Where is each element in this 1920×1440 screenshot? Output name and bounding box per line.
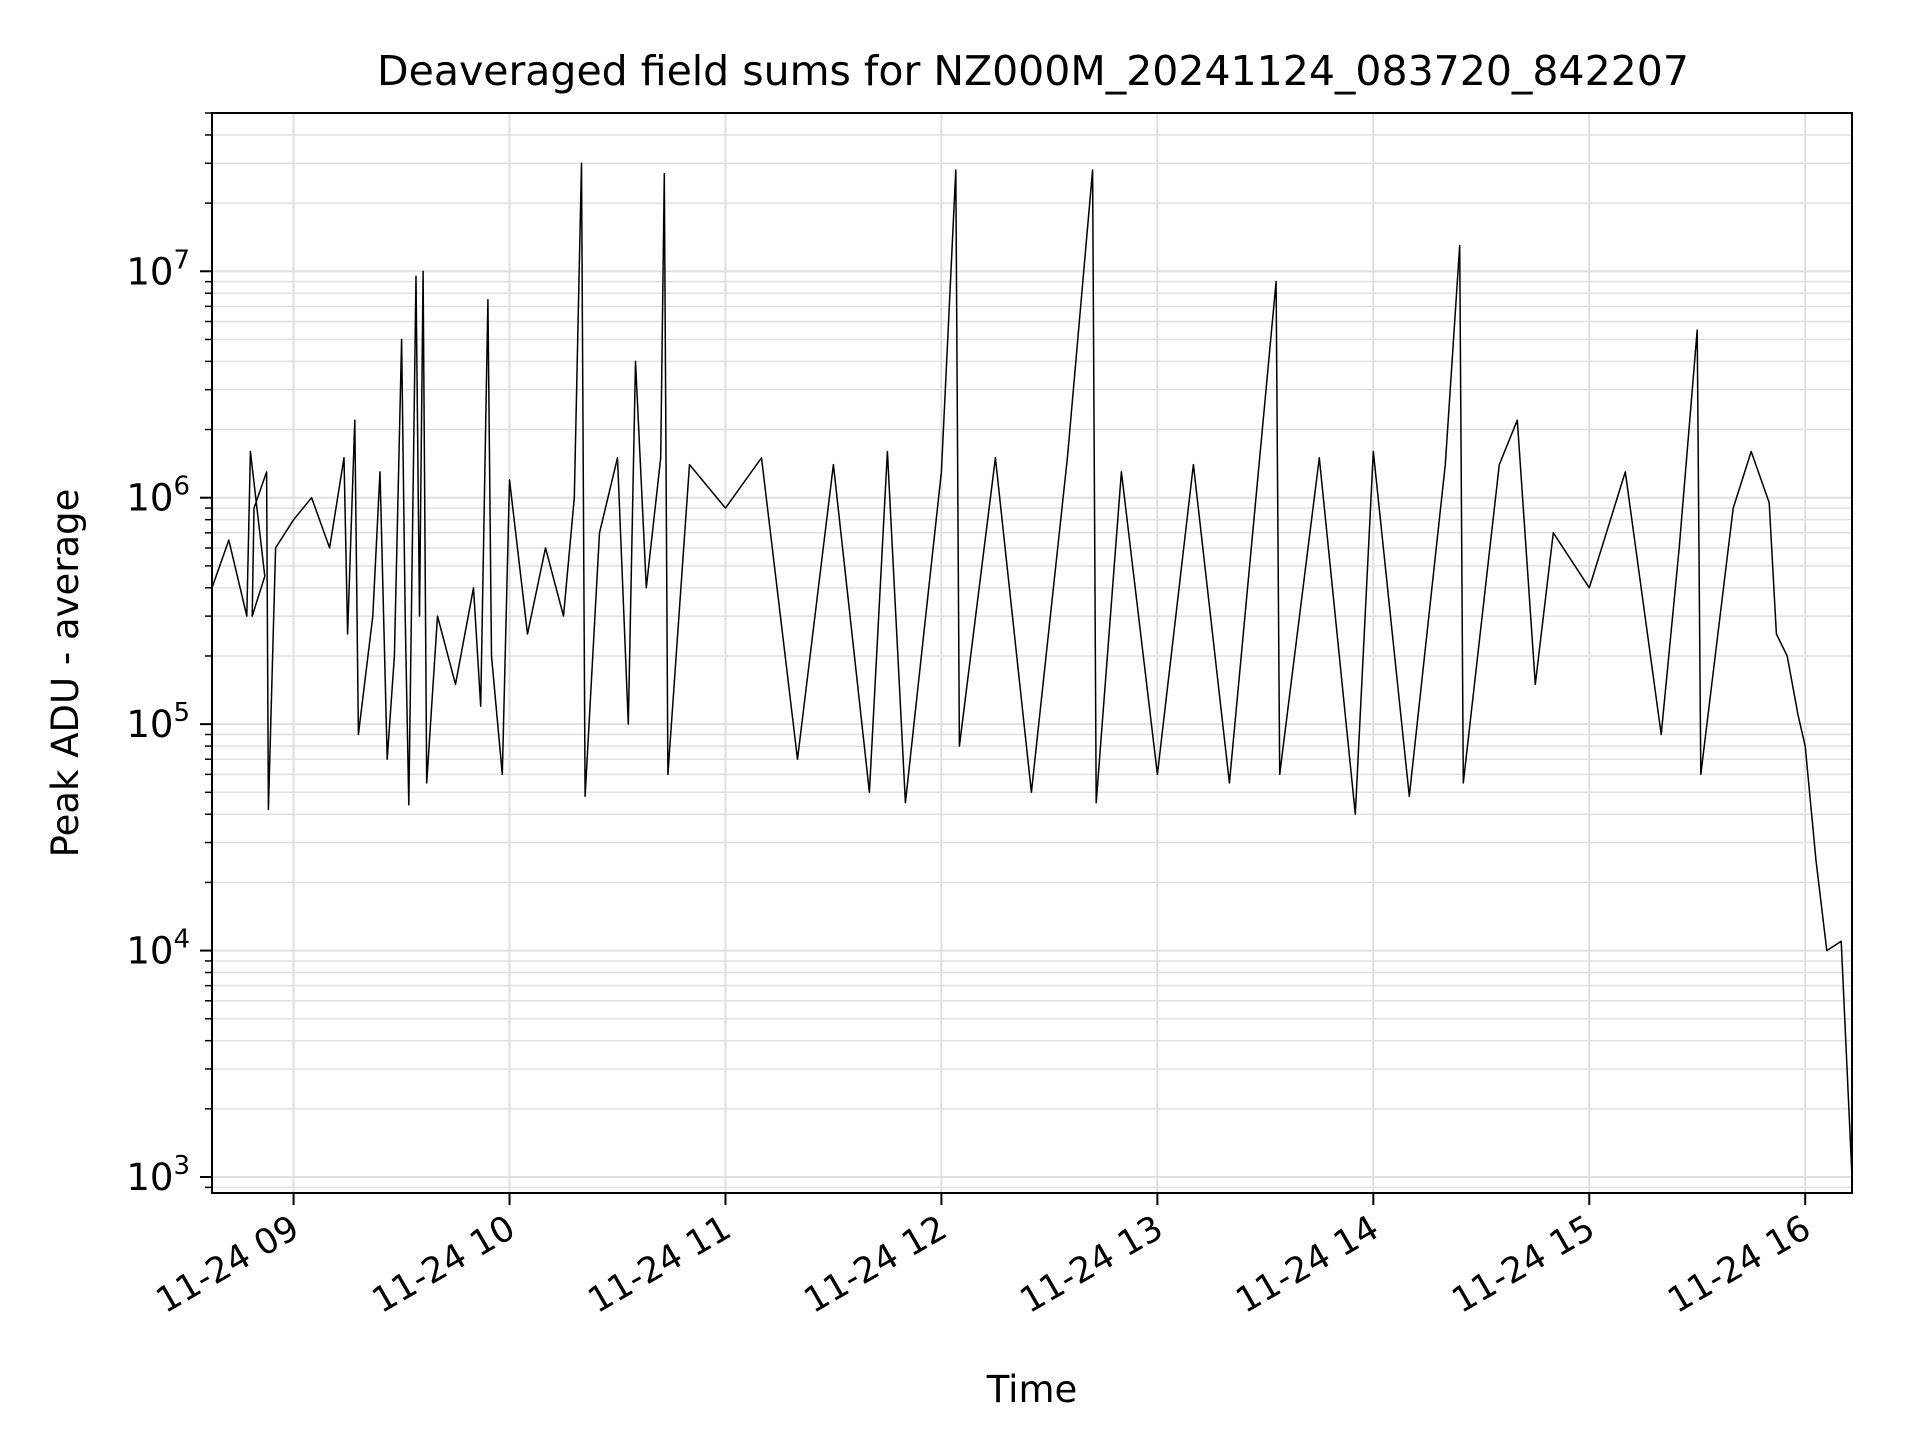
plot-frame <box>211 112 1853 1194</box>
y-tick-label: 107 <box>126 245 190 293</box>
y-tick-label: 105 <box>126 698 190 746</box>
x-axis-label: Time <box>986 1368 1078 1411</box>
y-tick-label: 103 <box>126 1151 190 1199</box>
series-group <box>211 162 1853 1178</box>
y-axis: 103 104 105 106 107 <box>126 112 212 1199</box>
y-tick-label: 104 <box>126 925 190 973</box>
y-axis-label: Peak ADU - average <box>44 489 87 858</box>
grid <box>212 112 1852 1193</box>
chart-title: Deaveraged field sums for NZ000M_2024112… <box>377 47 1689 95</box>
y-tick-label: 106 <box>126 472 190 520</box>
series-line <box>211 162 1853 1178</box>
